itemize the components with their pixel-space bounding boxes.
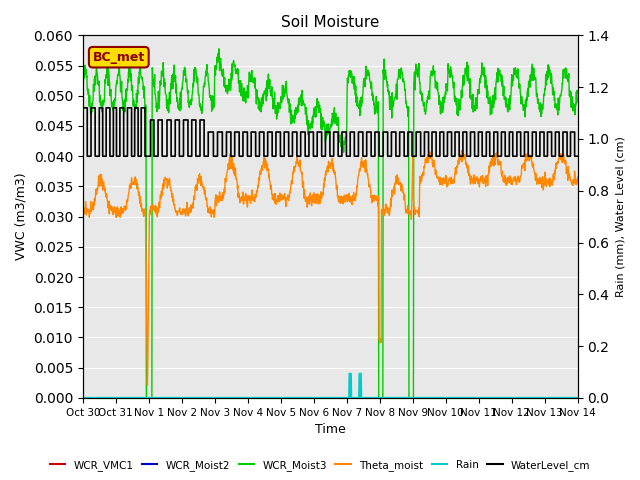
Y-axis label: Rain (mm), Water Level (cm): Rain (mm), Water Level (cm) <box>615 136 625 297</box>
Legend: WCR_VMC1, WCR_Moist2, WCR_Moist3, Theta_moist, Rain, WaterLevel_cm: WCR_VMC1, WCR_Moist2, WCR_Moist3, Theta_… <box>45 456 595 475</box>
Text: BC_met: BC_met <box>93 51 145 64</box>
Y-axis label: VWC (m3/m3): VWC (m3/m3) <box>15 173 28 261</box>
X-axis label: Time: Time <box>315 423 346 436</box>
Title: Soil Moisture: Soil Moisture <box>281 15 380 30</box>
